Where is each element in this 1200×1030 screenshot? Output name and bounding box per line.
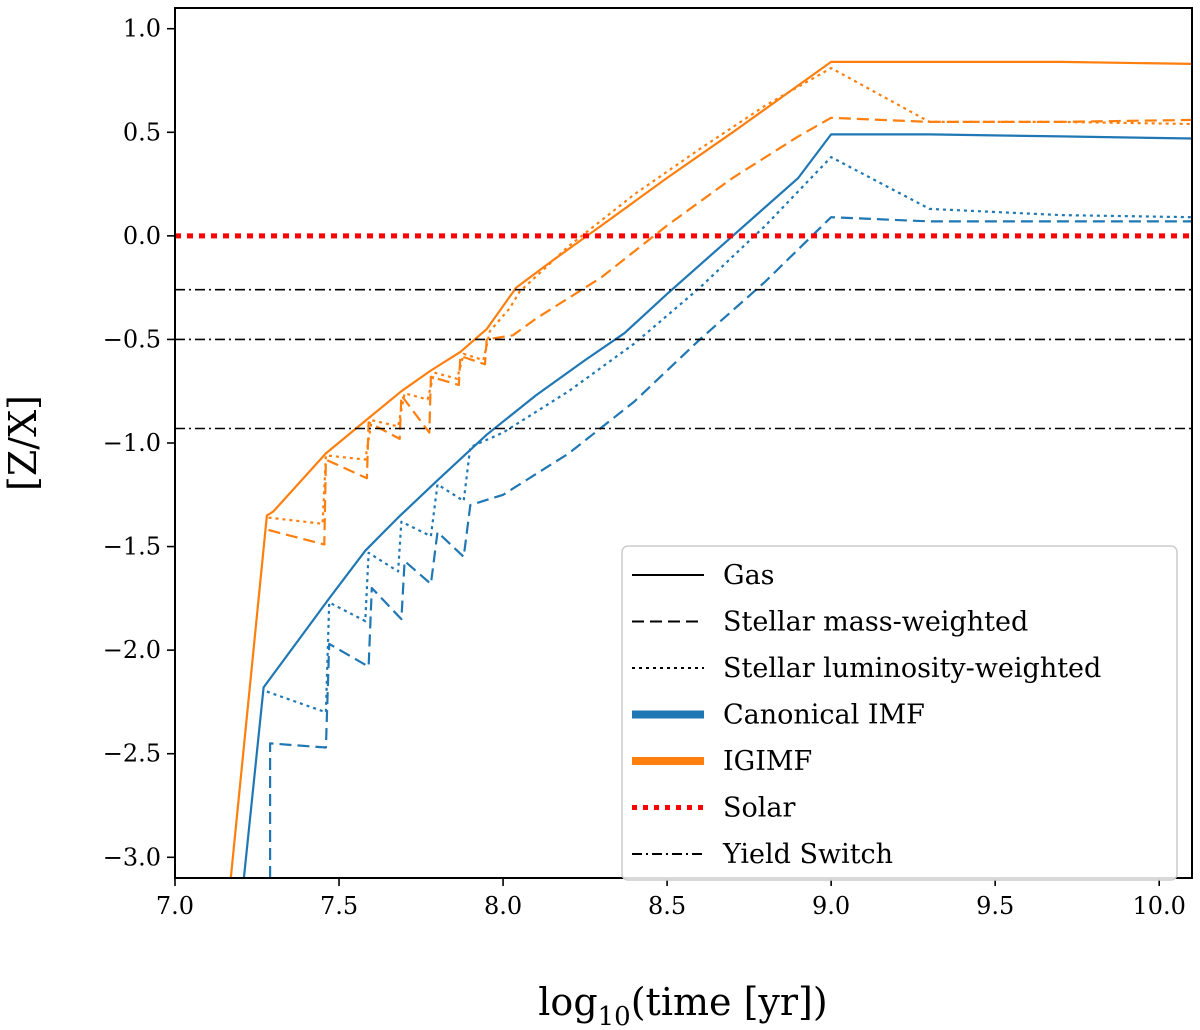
x-axis-ticks: 7.0 7.5 8.0 8.5 9.0 9.5 10.0 — [156, 878, 1186, 920]
legend-label-stellar-luminosity-weighted: Stellar luminosity-weighted — [723, 653, 1101, 684]
legend: Gas Stellar mass-weighted Stellar luminosi… — [621, 545, 1178, 881]
x-tick-label: 9.5 — [976, 892, 1014, 920]
y-tick-label: −3.0 — [103, 843, 161, 871]
x-tick-label: 9.0 — [812, 892, 850, 920]
x-tick-label: 7.5 — [320, 892, 358, 920]
y-axis-title: [Z/X] — [1, 395, 45, 491]
legend-label-canonical-imf: Canonical IMF — [723, 700, 925, 731]
y-tick-label: 1.0 — [123, 15, 161, 43]
y-axis-ticks: 1.0 0.5 0.0 −0.5 −1.0 −1.5 −2.0 −2.5 −3.0 — [103, 15, 175, 871]
x-tick-label: 8.0 — [484, 892, 522, 920]
y-tick-label: −2.5 — [103, 740, 161, 768]
x-axis-title-rest: (time [yr]) — [631, 980, 828, 1024]
series-line-igimf-gas — [229, 60, 1192, 878]
series-line-canonical-imf-gas — [242, 133, 1192, 878]
series-line-igimf-stellar-luminosity-weighted — [268, 66, 1192, 525]
x-axis-title-subscript: 10 — [598, 1002, 631, 1030]
series-line-canonical-imf-stellar-mass-weighted — [269, 216, 1192, 878]
legend-frame — [621, 545, 1178, 881]
reference-lines — [175, 233, 1192, 430]
y-tick-label: −2.0 — [103, 636, 161, 664]
legend-label-gas: Gas — [723, 560, 775, 591]
x-tick-label: 10.0 — [1132, 892, 1185, 920]
x-tick-label: 8.5 — [648, 892, 686, 920]
y-tick-label: −0.5 — [103, 325, 161, 353]
y-tick-label: 0.0 — [123, 222, 161, 250]
series-line-canonical-imf-stellar-luminosity-weighted — [266, 156, 1192, 714]
x-axis-title-base: log — [538, 980, 597, 1024]
legend-label-solar: Solar — [723, 793, 795, 824]
y-tick-label: −1.0 — [103, 429, 161, 457]
x-tick-label: 7.0 — [156, 892, 194, 920]
legend-label-stellar-mass-weighted: Stellar mass-weighted — [723, 607, 1028, 638]
series-line-igimf-stellar-mass-weighted — [268, 116, 1192, 546]
legend-label-igimf: IGIMF — [723, 746, 812, 777]
series-layer — [229, 60, 1192, 878]
y-tick-label: −1.5 — [103, 533, 161, 561]
y-tick-label: 0.5 — [123, 118, 161, 146]
x-axis-title: log10(time [yr]) — [538, 980, 827, 1030]
legend-label-yield-switch: Yield Switch — [722, 839, 893, 870]
